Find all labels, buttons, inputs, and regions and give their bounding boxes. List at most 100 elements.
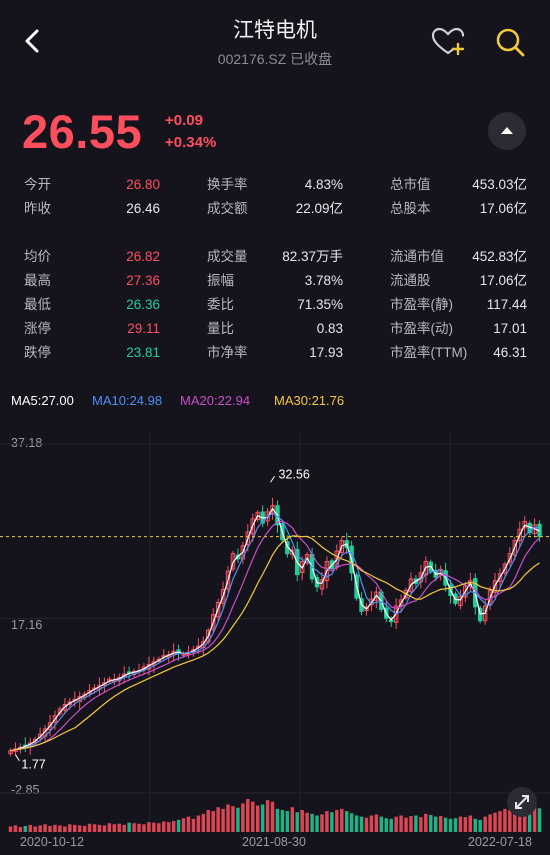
volume-bar xyxy=(463,817,468,832)
volume-bar xyxy=(330,812,334,832)
candle-body xyxy=(374,591,379,601)
quote-label: 流通市值 xyxy=(390,249,444,264)
collapse-quote-button[interactable] xyxy=(488,112,526,150)
volume-bar xyxy=(73,824,77,832)
volume-bar xyxy=(399,815,403,832)
volume-bar xyxy=(354,815,359,832)
volume-bar xyxy=(503,808,507,832)
volume-bar xyxy=(424,813,428,832)
candle-body xyxy=(339,540,344,553)
volume-bar xyxy=(270,801,275,832)
volume-bar xyxy=(191,818,196,832)
change-amount: +0.09 xyxy=(165,112,203,129)
volume-bar xyxy=(97,824,102,832)
volume-bar xyxy=(236,807,240,832)
heart-plus-icon[interactable] xyxy=(430,24,466,60)
volume-bar xyxy=(359,816,364,832)
quote-label: 成交量 xyxy=(207,249,248,264)
volume-bar xyxy=(478,819,482,832)
expand-arrows-icon xyxy=(515,795,529,809)
volume-bar xyxy=(384,818,388,832)
quote-value: 3.78% xyxy=(304,273,343,288)
volume-bar xyxy=(453,818,458,832)
candle-body xyxy=(290,549,295,555)
volume-bar xyxy=(137,823,141,832)
quote-value: 17.01 xyxy=(493,321,527,336)
quote-label: 流通股 xyxy=(390,273,431,288)
volume-bar xyxy=(18,827,23,832)
volume-bar xyxy=(211,811,215,832)
y-axis-max: 37.18 xyxy=(11,436,43,450)
ma-line xyxy=(10,520,540,752)
ma-line xyxy=(10,535,540,752)
candle-body xyxy=(37,733,43,739)
volume-bar xyxy=(58,825,62,832)
back-arrow-icon[interactable] xyxy=(18,26,48,56)
candle-body xyxy=(220,588,226,604)
candle-body xyxy=(403,589,409,599)
candle-body xyxy=(458,595,463,606)
volume-bar xyxy=(325,811,329,832)
volume-bar xyxy=(493,812,497,832)
volume-bar xyxy=(231,806,235,832)
volume-bar xyxy=(206,810,210,832)
candle-body xyxy=(364,606,369,612)
volume-bar xyxy=(305,812,309,832)
volume-bar xyxy=(68,824,72,832)
volume-bar xyxy=(162,821,166,832)
quote-value: 82.37万手 xyxy=(282,249,343,264)
stock-name: 江特电机 xyxy=(233,19,317,42)
candle-body xyxy=(512,540,518,556)
volume-bar xyxy=(527,807,532,832)
kline-chart[interactable]: 32.56 1.77 xyxy=(0,412,550,832)
price-change: +0.09 +0.34% xyxy=(165,110,216,154)
volume-bar xyxy=(537,808,542,832)
volume-bar xyxy=(290,807,295,832)
ma-legend-item: MA30:21.76 xyxy=(274,393,345,408)
quote-value: 452.83亿 xyxy=(472,249,527,264)
ma-legend-item: MA20:22.94 xyxy=(180,393,251,408)
volume-bar xyxy=(340,808,344,832)
volume-bar xyxy=(142,824,146,832)
volume-bar xyxy=(315,815,319,832)
volume-bar xyxy=(87,823,92,832)
volume-bar xyxy=(48,825,52,832)
volume-bar xyxy=(379,816,384,832)
search-icon[interactable] xyxy=(492,24,528,60)
volume-bar xyxy=(63,826,67,832)
quote-label: 总股本 xyxy=(390,201,431,216)
volume-bar xyxy=(518,805,522,832)
volume-bar xyxy=(147,822,151,832)
volume-bar xyxy=(488,814,492,832)
ma-line xyxy=(10,507,540,752)
volume-bar xyxy=(38,825,42,832)
candle-body xyxy=(230,553,236,570)
volume-bar xyxy=(508,810,512,832)
volume-bar xyxy=(409,816,413,832)
candle-body xyxy=(67,701,73,706)
volume-bar xyxy=(117,823,121,832)
volume-bar xyxy=(122,824,126,832)
quote-label: 振幅 xyxy=(207,273,234,288)
candle-body xyxy=(408,578,414,593)
volume-bar xyxy=(77,825,82,832)
candle-body xyxy=(393,605,399,623)
change-percent: +0.34% xyxy=(165,134,217,151)
quote-value: 4.83% xyxy=(304,177,343,192)
volume-bar xyxy=(404,817,408,832)
top-bar: 江特电机 002176.SZ 已收盘 xyxy=(0,0,550,82)
volume-bar xyxy=(414,815,418,832)
volume-bar xyxy=(92,824,97,832)
stock-code-status: 002176.SZ 已收盘 xyxy=(217,51,333,67)
last-price: 26.55 xyxy=(22,105,143,158)
volume-bar xyxy=(443,817,448,832)
candle-body xyxy=(492,580,498,593)
volume-bar xyxy=(335,810,339,832)
volume-bar xyxy=(241,803,245,832)
quote-value: 453.03亿 xyxy=(472,177,527,192)
quote-label: 量比 xyxy=(207,321,234,336)
volume-bar xyxy=(419,817,423,832)
fullscreen-button[interactable] xyxy=(507,787,537,817)
quote-value: 23.81 xyxy=(126,345,160,360)
volume-bar xyxy=(33,826,37,832)
